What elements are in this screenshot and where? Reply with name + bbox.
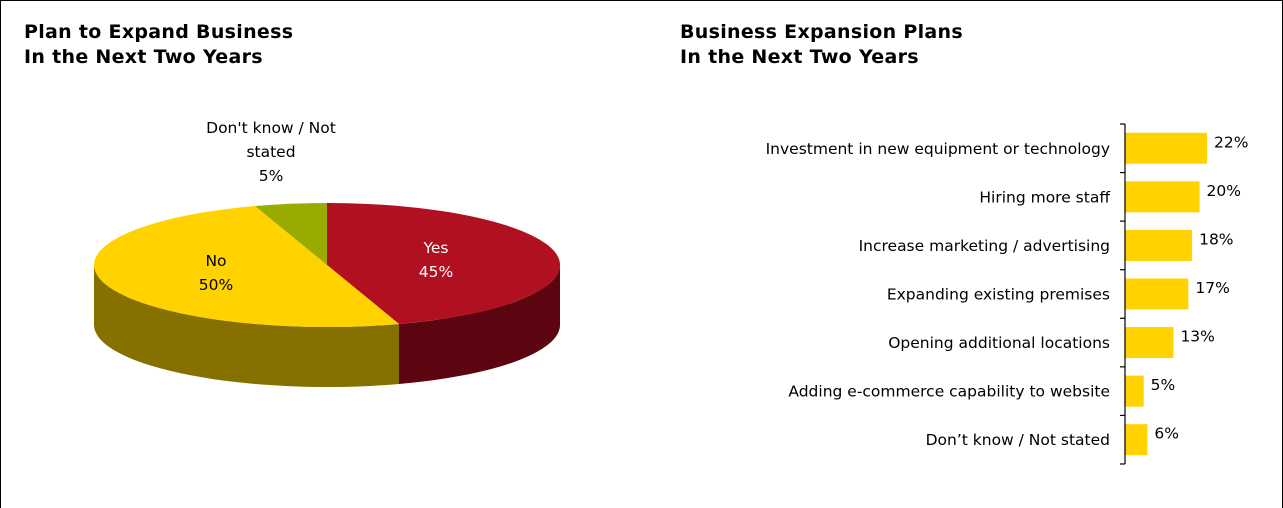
bar-title-line-1: Business Expansion Plans: [680, 21, 963, 43]
bar-category-label-4: Opening additional locations: [888, 334, 1110, 352]
pie-slice-0: [327, 202, 561, 324]
pie-side-1: [94, 265, 399, 388]
bar-category-label-3: Expanding existing premises: [887, 286, 1110, 304]
bar-1: [1125, 181, 1200, 213]
bar-3: [1125, 278, 1189, 310]
pie-slice-1: [93, 206, 399, 328]
pie-label-0: Yes 45%: [419, 239, 453, 281]
bar-value-label-1: 20%: [1207, 182, 1241, 200]
pie-chart: Yes 45% No 50% Don't know / Not stated 5%: [93, 119, 561, 388]
bar-title-line-2: In the Next Two Years: [680, 46, 919, 68]
pie-title-line-2: In the Next Two Years: [24, 46, 263, 68]
pie-slice-2: [255, 203, 327, 265]
bar-category-label-6: Don’t know / Not stated: [926, 431, 1110, 449]
bar-value-label-0: 22%: [1214, 133, 1248, 151]
bar-category-label-1: Hiring more staff: [979, 188, 1110, 206]
bar-chart-title: Business Expansion Plans In the Next Two…: [680, 20, 963, 70]
bar-category-label-2: Increase marketing / advertising: [859, 237, 1110, 255]
bar-4: [1125, 327, 1174, 359]
pie-side-0: [399, 265, 560, 384]
bar-value-label-2: 18%: [1199, 230, 1233, 248]
bar-category-label-5: Adding e-commerce capability to website: [788, 383, 1110, 401]
bar-value-label-3: 17%: [1195, 279, 1229, 297]
bar-5: [1125, 375, 1144, 407]
pie-chart-title: Plan to Expand Business In the Next Two …: [24, 20, 293, 70]
pie-title-line-1: Plan to Expand Business: [24, 21, 294, 43]
bar-0: [1125, 132, 1207, 164]
bar-6: [1125, 424, 1148, 456]
bar-2: [1125, 229, 1193, 261]
bar-value-label-5: 5%: [1151, 376, 1176, 394]
bar-category-label-0: Investment in new equipment or technolog…: [766, 140, 1110, 158]
pie-label-2: Don't know / Not stated 5%: [206, 119, 336, 185]
bar-value-label-6: 6%: [1154, 425, 1179, 443]
bar-value-label-4: 13%: [1180, 328, 1214, 346]
pie-label-1: No 50%: [199, 252, 233, 294]
bar-chart: Investment in new equipment or technolog…: [766, 123, 1248, 465]
